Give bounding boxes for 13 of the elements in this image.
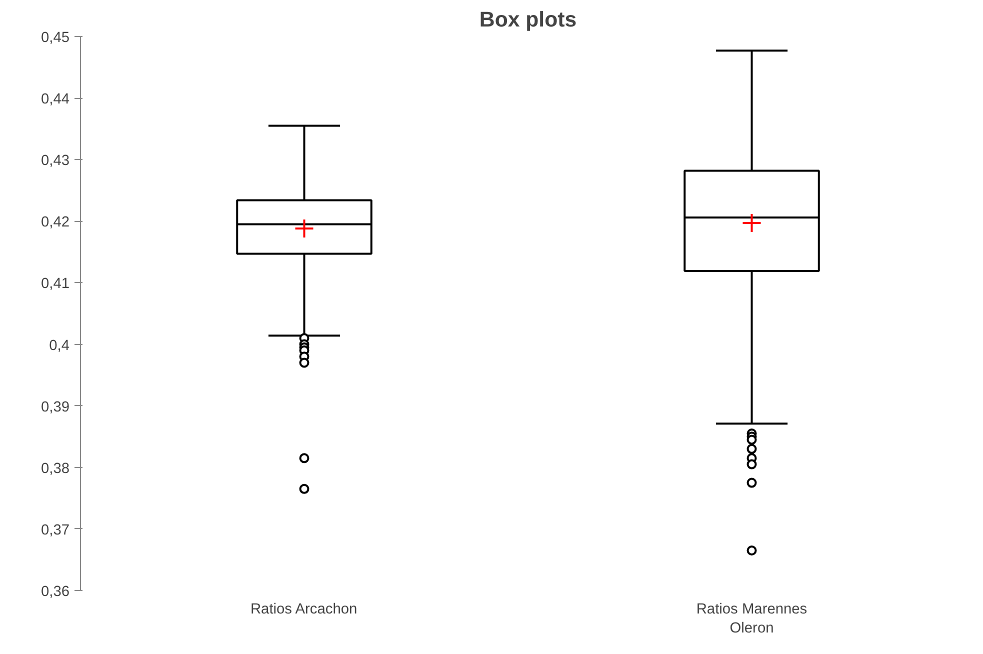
x-tick-label: Ratios Arcachon	[250, 602, 358, 618]
y-tick-label: 0,39	[40, 399, 70, 416]
y-tick-label: 0,4	[49, 338, 70, 354]
chart-title: Box plots	[479, 8, 577, 32]
x-tick-label: Ratios Marennes Oleron	[696, 602, 808, 637]
y-tick-label: 0,44	[40, 92, 70, 108]
y-tick-label: 0,37	[40, 522, 70, 538]
y-tick-label: 0,42	[40, 214, 70, 231]
y-tick-label: 0,43	[40, 153, 70, 170]
y-tick-label: 0,36	[40, 584, 70, 600]
y-tick-label: 0,41	[40, 276, 70, 292]
y-tick-label: 0,38	[40, 460, 70, 477]
y-tick-label: 0,45	[40, 30, 70, 46]
